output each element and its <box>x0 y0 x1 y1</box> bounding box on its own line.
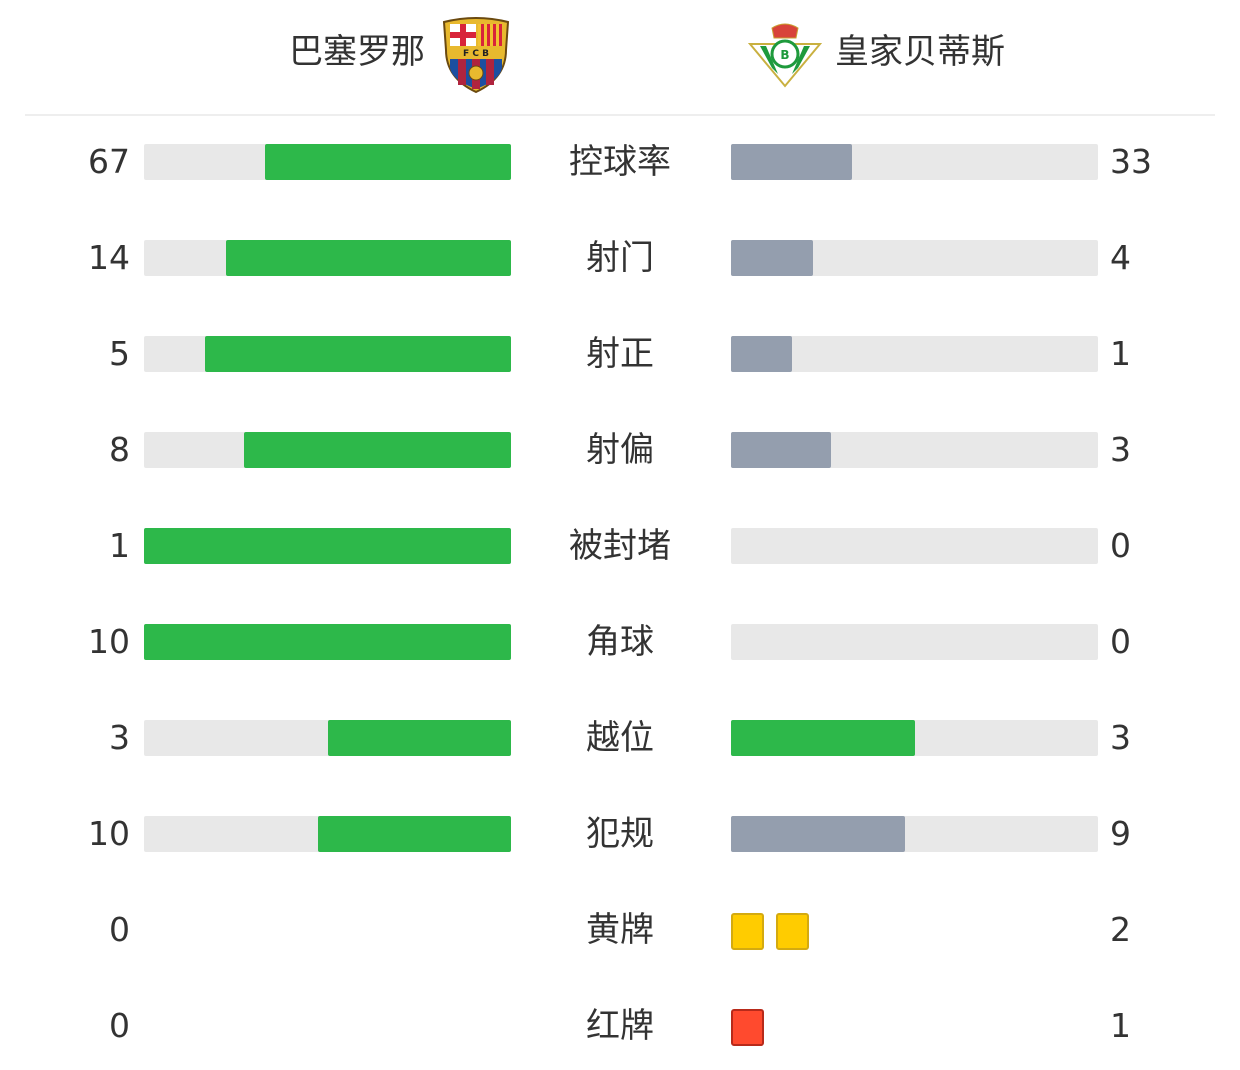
home-bar-fill <box>327 720 511 756</box>
stat-row: 10 角球 0 <box>0 622 1240 720</box>
away-yellow-card-icon <box>776 913 809 950</box>
home-bar-fill <box>317 816 511 852</box>
home-bar-track <box>144 528 511 564</box>
home-bar-fill <box>205 336 511 372</box>
home-value: 3 <box>109 718 130 757</box>
away-bar-track <box>731 432 1098 468</box>
away-bar-fill <box>731 720 915 756</box>
header-divider <box>25 114 1215 116</box>
home-bar-track <box>144 144 511 180</box>
away-team-name: 皇家贝蒂斯 <box>835 32 1005 72</box>
stat-label: 红牌 <box>586 1006 654 1046</box>
home-value: 10 <box>88 622 130 661</box>
away-value: 9 <box>1110 814 1131 853</box>
svg-text:B: B <box>780 48 789 62</box>
away-value: 1 <box>1110 334 1131 373</box>
stat-label: 射门 <box>586 238 654 278</box>
away-yellow-card-icon <box>731 913 764 950</box>
away-red-card-icon <box>731 1009 764 1046</box>
home-bar-track <box>144 432 511 468</box>
stat-label: 角球 <box>586 622 654 662</box>
home-value: 0 <box>109 1006 130 1045</box>
stat-label: 射偏 <box>586 430 654 470</box>
card-row: 0 黄牌 2 <box>0 910 1240 1008</box>
away-bar-fill <box>731 432 832 468</box>
fc-barcelona-crest-icon: F C B <box>442 17 510 94</box>
stat-row: 67 控球率 33 <box>0 142 1240 240</box>
home-value: 0 <box>109 910 130 949</box>
home-bar-fill <box>144 528 511 564</box>
stat-row: 5 射正 1 <box>0 334 1240 432</box>
home-bar-fill <box>265 144 511 180</box>
away-bar-fill <box>731 144 853 180</box>
home-bar-fill <box>225 240 511 276</box>
away-value: 3 <box>1110 718 1131 757</box>
away-bar-track <box>731 624 1098 660</box>
away-bar-fill <box>731 336 793 372</box>
home-bar-track <box>144 816 511 852</box>
stat-row: 3 越位 3 <box>0 718 1240 816</box>
home-bar-fill <box>144 624 511 660</box>
home-value: 5 <box>109 334 130 373</box>
stat-label: 黄牌 <box>586 910 654 950</box>
home-team-name: 巴塞罗那 <box>289 32 425 72</box>
away-value: 0 <box>1110 526 1131 565</box>
stat-label: 被封堵 <box>569 526 671 566</box>
home-value: 67 <box>88 142 130 181</box>
away-bar-track <box>731 816 1098 852</box>
away-value: 4 <box>1110 238 1131 277</box>
away-bar-track <box>731 240 1098 276</box>
stat-row: 10 犯规 9 <box>0 814 1240 912</box>
home-bar-track <box>144 240 511 276</box>
stat-row: 14 射门 4 <box>0 238 1240 336</box>
away-bar-track <box>731 528 1098 564</box>
away-value: 1 <box>1110 1006 1131 1045</box>
away-value: 33 <box>1110 142 1152 181</box>
away-value: 2 <box>1110 910 1131 949</box>
card-row: 0 红牌 1 <box>0 1006 1240 1070</box>
stat-label: 犯规 <box>586 814 654 854</box>
teams-header: 巴塞罗那 F C B B 皇家贝蒂斯 <box>0 0 1240 116</box>
stat-label: 射正 <box>586 334 654 374</box>
away-value: 3 <box>1110 430 1131 469</box>
home-value: 8 <box>109 430 130 469</box>
real-betis-crest-icon: B <box>748 23 822 88</box>
home-value: 1 <box>109 526 130 565</box>
home-value: 14 <box>88 238 130 277</box>
home-bar-track <box>144 624 511 660</box>
home-bar-track <box>144 336 511 372</box>
home-value: 10 <box>88 814 130 853</box>
stat-label: 越位 <box>586 718 654 758</box>
away-bar-track <box>731 144 1098 180</box>
stat-label: 控球率 <box>569 142 671 182</box>
away-bar-track <box>731 720 1098 756</box>
home-bar-fill <box>244 432 511 468</box>
home-bar-track <box>144 720 511 756</box>
away-bar-fill <box>731 240 813 276</box>
stat-row: 8 射偏 3 <box>0 430 1240 528</box>
stat-row: 1 被封堵 0 <box>0 526 1240 624</box>
away-value: 0 <box>1110 622 1131 661</box>
away-bar-track <box>731 336 1098 372</box>
svg-text:F C B: F C B <box>463 49 489 59</box>
away-bar-fill <box>731 816 905 852</box>
